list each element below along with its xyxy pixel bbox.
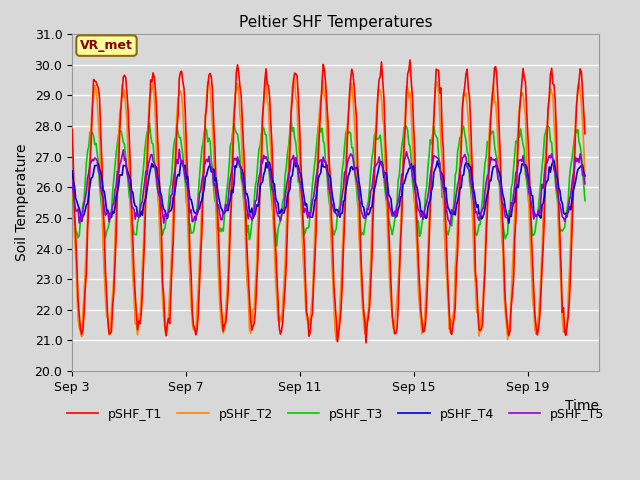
pSHF_T5 [367,188,374,194]
pSHF_T4 [581,173,589,179]
pSHF_T2 [581,175,589,181]
pSHF_T3 [581,198,589,204]
pSHF_T1 [406,57,414,63]
pSHF_T5 [425,185,433,191]
pSHF_T2 [332,337,340,343]
pSHF_T4 [505,220,513,226]
pSHF_T5 [541,171,548,177]
pSHF_T2 [466,140,474,146]
pSHF_T1 [541,210,548,216]
Line: pSHF_T5: pSHF_T5 [72,149,585,225]
pSHF_T2 [541,166,548,172]
Line: pSHF_T1: pSHF_T1 [72,60,585,343]
pSHF_T1 [466,95,474,100]
Legend: pSHF_T1, pSHF_T2, pSHF_T3, pSHF_T4, pSHF_T5: pSHF_T1, pSHF_T2, pSHF_T3, pSHF_T4, pSHF… [62,403,609,426]
pSHF_T4 [465,161,472,167]
Line: pSHF_T4: pSHF_T4 [72,158,585,223]
pSHF_T5 [108,209,115,215]
pSHF_T4 [541,192,548,198]
pSHF_T1 [108,329,115,335]
Y-axis label: Soil Temperature: Soil Temperature [15,144,29,261]
pSHF_T1 [476,328,484,334]
pSHF_T3 [541,134,548,140]
pSHF_T3 [287,116,295,122]
pSHF_T4 [291,156,298,161]
pSHF_T2 [291,76,298,82]
pSHF_T3 [273,243,280,249]
X-axis label: Time: Time [565,399,599,413]
pSHF_T5 [447,222,454,228]
pSHF_T2 [426,184,434,190]
pSHF_T1 [426,205,434,211]
pSHF_T4 [367,205,374,211]
pSHF_T5 [68,180,76,186]
pSHF_T1 [581,131,589,136]
pSHF_T3 [108,210,115,216]
pSHF_T4 [68,168,76,174]
pSHF_T1 [362,340,370,346]
Title: Peltier SHF Temperatures: Peltier SHF Temperatures [239,15,433,30]
pSHF_T3 [466,179,474,185]
pSHF_T2 [476,326,484,332]
pSHF_T1 [367,279,374,285]
Text: VR_met: VR_met [80,39,133,52]
pSHF_T3 [426,137,434,143]
pSHF_T3 [368,155,376,161]
pSHF_T4 [108,215,115,221]
pSHF_T1 [68,126,76,132]
pSHF_T2 [68,172,76,178]
pSHF_T2 [368,214,376,219]
pSHF_T5 [175,146,183,152]
pSHF_T5 [581,181,589,187]
pSHF_T5 [466,169,474,175]
pSHF_T4 [425,200,433,205]
pSHF_T5 [476,212,484,217]
pSHF_T4 [476,211,483,217]
Line: pSHF_T3: pSHF_T3 [72,119,585,246]
pSHF_T3 [476,221,484,227]
Line: pSHF_T2: pSHF_T2 [72,79,585,340]
pSHF_T3 [68,192,76,198]
pSHF_T2 [108,307,115,313]
